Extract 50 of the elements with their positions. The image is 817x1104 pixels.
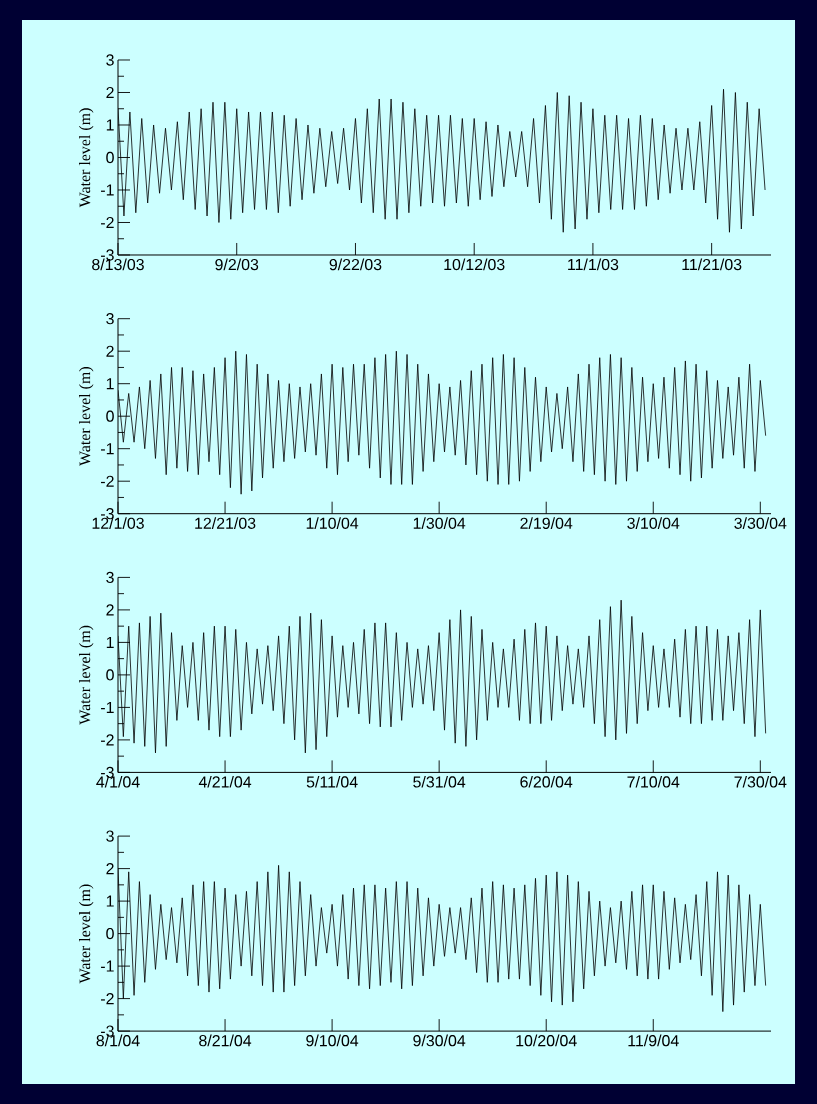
y-tick-label: -1 (101, 184, 114, 196)
x-tick-label: 9/10/04 (306, 1034, 359, 1047)
x-tick-label: 12/21/03 (195, 517, 256, 529)
x-tick-label: 1/30/04 (413, 517, 466, 529)
y-tick-label: -1 (101, 701, 114, 713)
y-tick-label: 3 (106, 571, 114, 584)
x-tick-label: 6/20/04 (520, 775, 573, 788)
y-axis-title: Water level (m) (79, 108, 94, 208)
y-tick-label: -2 (101, 993, 114, 1005)
y-tick-label: 0 (106, 151, 114, 164)
y-tick-label: -2 (101, 734, 114, 746)
x-tick-label: 9/30/04 (413, 1034, 466, 1047)
x-tick-label: 3/30/04 (734, 517, 787, 529)
y-tick-label: 0 (106, 927, 114, 940)
y-tick-label: -2 (101, 216, 114, 229)
x-tick-label: 7/30/04 (734, 775, 787, 788)
x-tick-label: 1/10/04 (306, 517, 359, 529)
x-tick-label: 4/21/04 (198, 775, 252, 788)
y-tick-label: -2 (101, 475, 114, 487)
x-tick-label: 8/21/04 (199, 1034, 252, 1047)
y-tick-label: 3 (106, 830, 114, 842)
x-tick-label: 10/20/04 (516, 1034, 577, 1047)
y-tick-label: 0 (106, 410, 114, 422)
x-tick-label: 5/11/04 (306, 775, 358, 788)
y-tick-label: 1 (106, 636, 114, 648)
x-tick-label: 3/10/04 (627, 517, 680, 529)
y-tick-label: -1 (101, 960, 114, 972)
y-tick-label: 2 (106, 345, 114, 357)
x-tick-label: 9/2/03 (215, 258, 259, 271)
x-tick-label: 2/19/04 (520, 517, 573, 529)
y-tick-label: 2 (106, 863, 114, 875)
x-tick-label: 10/12/03 (444, 258, 505, 271)
y-tick-label: 0 (106, 669, 114, 681)
x-tick-label: 11/1/03 (568, 258, 619, 271)
y-tick-label: 3 (106, 313, 114, 325)
y-tick-label: -1 (101, 443, 114, 455)
y-tick-label: 3 (106, 54, 114, 66)
x-tick-label: 9/22/03 (329, 258, 382, 271)
x-tick-label: 7/10/04 (627, 775, 680, 788)
x-tick-label: 5/31/04 (413, 775, 466, 788)
y-tick-label: 2 (106, 604, 114, 616)
x-tick-label: 11/21/03 (682, 258, 742, 271)
y-tick-label: 1 (106, 895, 114, 907)
y-tick-label: 2 (106, 86, 114, 99)
y-axis-title: Water level (m) (79, 367, 94, 466)
y-tick-label: 1 (106, 119, 114, 131)
x-tick-label: 11/9/04 (628, 1034, 679, 1047)
y-tick-label: 1 (106, 378, 114, 390)
y-axis-title: Water level (m) (79, 884, 94, 984)
y-axis-title: Water level (m) (79, 625, 94, 725)
